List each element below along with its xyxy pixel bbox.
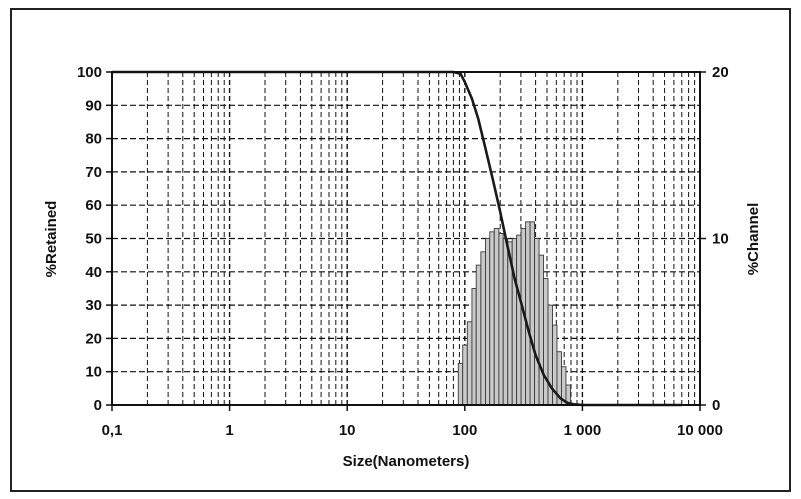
x-tick-labels: 0,1 1 10 100 1 000 10 000 [102,422,723,439]
y-left-tick-label: 40 [85,264,102,281]
x-tick-label: 0,1 [102,422,123,439]
y-left-tick-label: 80 [85,131,102,148]
y-left-tick-label: 100 [77,64,102,81]
y-right-axis-title: %Channel [745,203,762,276]
histogram-bar [485,238,491,406]
histogram-bar [475,264,482,406]
histogram-bar [502,238,509,406]
x-axis-title: Size(Nanometers) [343,453,470,470]
x-tick-label: 10 [339,422,356,439]
bar-series [457,221,571,406]
histogram-bar [466,321,473,406]
histogram-bar [538,254,544,406]
y-left-axis-title: %Retained [43,201,60,278]
x-tick-label: 10 000 [677,422,723,439]
y-right-tick-label: 10 [712,231,729,248]
histogram-bar [525,221,531,406]
histogram-bar [457,362,464,406]
x-tick-label: 100 [452,422,477,439]
histogram-bar [489,231,495,406]
histogram-bar [480,251,486,406]
chart-frame [10,8,791,492]
histogram-bar [516,234,522,406]
y-left-tick-label: 20 [85,330,102,347]
grid [112,72,700,405]
histogram-bar [471,288,477,406]
y-left-tick-label: 70 [85,164,102,181]
y-left-tick-label: 0 [94,397,102,414]
histogram-bar [462,344,468,406]
y-right-tick-labels: 0 10 20 [712,64,729,414]
x-tick-label: 1 000 [564,422,602,439]
y-left-tick-label: 90 [85,97,102,114]
cumulative-line [112,70,682,407]
histogram-bar [529,221,536,406]
y-right-tick-label: 20 [712,64,729,81]
y-left-tick-label: 60 [85,197,102,214]
y-left-tick-label: 10 [85,364,102,381]
histogram-bar [498,233,504,406]
histogram-bar [534,238,540,406]
x-tick-label: 1 [225,422,233,439]
histogram-bar [543,278,549,406]
y-left-tick-label: 50 [85,231,102,248]
histogram-bar [511,238,518,406]
y-right-tick-label: 0 [712,397,720,414]
y-left-tick-label: 30 [85,297,102,314]
cumulative-series [112,70,682,407]
y-left-tick-labels: 0 10 20 30 40 50 60 70 80 90 100 [77,64,102,414]
axes [106,71,706,411]
histogram-bar [493,228,500,406]
